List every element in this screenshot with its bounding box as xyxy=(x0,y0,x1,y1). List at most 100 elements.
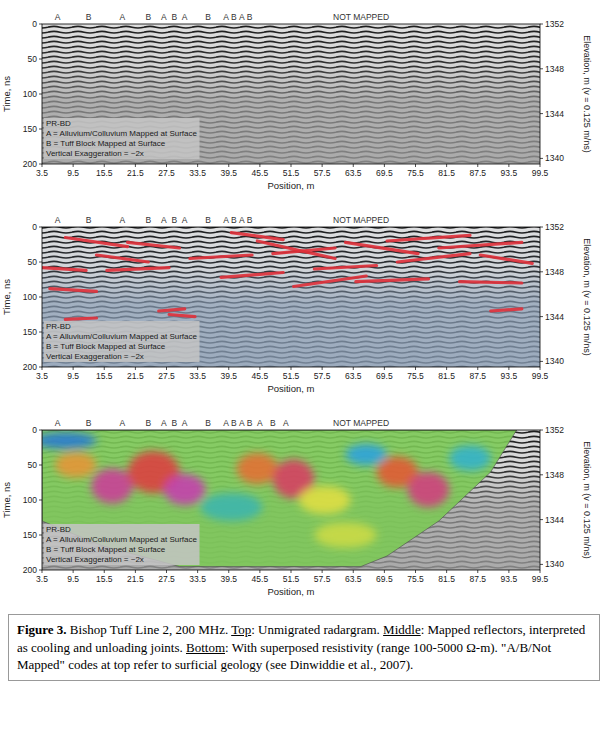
y-tick-label: 50 xyxy=(28,257,38,267)
surface-code: B xyxy=(231,12,237,22)
y-tick xyxy=(39,227,42,228)
x-tick-label: 99.5 xyxy=(532,574,549,584)
x-tick-label: 93.5 xyxy=(501,168,518,178)
x-tick xyxy=(540,570,541,573)
key-patch xyxy=(44,524,200,565)
reflector xyxy=(314,266,376,270)
resistivity-zone xyxy=(449,445,491,470)
y-tick-label: 150 xyxy=(23,327,37,337)
surface-code: A xyxy=(223,215,229,225)
reflector xyxy=(356,279,429,282)
plot-area xyxy=(42,227,540,367)
x-tick xyxy=(42,367,43,370)
x-tick-label: 87.5 xyxy=(469,168,486,178)
x-tick-label: 9.5 xyxy=(67,168,79,178)
surface-code: B xyxy=(247,418,253,428)
x-tick xyxy=(166,367,167,370)
x-tick-label: 39.5 xyxy=(220,574,237,584)
surface-code: A xyxy=(120,12,126,22)
figure: PR-BDA = Alluvium/Colluvium Mapped at Su… xyxy=(0,0,608,612)
x-tick-label: 33.5 xyxy=(189,574,206,584)
y-tick-label: 200 xyxy=(23,565,37,575)
x-tick xyxy=(135,570,136,573)
x-tick-label: 99.5 xyxy=(532,371,549,381)
y-tick xyxy=(39,164,42,165)
y-tick-label: 100 xyxy=(23,292,37,302)
x-tick xyxy=(228,367,229,370)
radargram-fade xyxy=(42,24,540,164)
y-axis-title: Time, ns xyxy=(1,279,12,315)
y2-tick-label: 1344 xyxy=(545,109,564,119)
resistivity-background xyxy=(42,430,540,570)
x-tick-label: 69.5 xyxy=(376,574,393,584)
y-tick xyxy=(39,465,42,466)
reflector xyxy=(221,273,283,278)
y2-tick xyxy=(540,564,543,565)
reflector xyxy=(480,255,532,263)
y-tick xyxy=(39,297,42,298)
surface-code: B xyxy=(270,418,276,428)
x-tick xyxy=(446,367,447,370)
x-tick-label: 57.5 xyxy=(314,574,331,584)
x-axis-title: Position, m xyxy=(268,180,315,191)
x-tick xyxy=(384,367,385,370)
x-tick xyxy=(166,570,167,573)
x-tick xyxy=(104,570,105,573)
x-tick-label: 3.5 xyxy=(36,371,48,381)
section-outline xyxy=(42,430,517,567)
x-tick xyxy=(259,367,260,370)
key-line: Vertical Exaggeration = ~2x xyxy=(46,149,144,158)
x-tick-label: 45.5 xyxy=(252,371,269,381)
x-tick xyxy=(477,367,478,370)
x-tick-label: 3.5 xyxy=(36,574,48,584)
y-tick-label: 100 xyxy=(23,89,37,99)
y2-tick xyxy=(540,430,543,431)
key: PR-BDA = Alluvium/Colluvium Mapped at Su… xyxy=(44,524,200,565)
surface-code: NOT MAPPED xyxy=(333,215,389,225)
surface-code: NOT MAPPED xyxy=(333,418,389,428)
y2-tick xyxy=(540,68,543,69)
y2-tick xyxy=(540,24,543,25)
x-tick-label: 27.5 xyxy=(158,574,175,584)
y2-tick xyxy=(540,113,543,114)
x-tick xyxy=(477,164,478,167)
y-tick-label: 200 xyxy=(23,159,37,169)
caption-underline: Bottom xyxy=(186,640,225,655)
resistivity-zone xyxy=(164,474,206,505)
x-tick xyxy=(42,570,43,573)
reflector xyxy=(50,289,97,292)
reflector xyxy=(346,242,419,253)
reflector xyxy=(159,309,185,311)
y-tick xyxy=(39,94,42,95)
x-tick xyxy=(508,570,509,573)
surface-code: A xyxy=(239,418,245,428)
surface-code: A xyxy=(120,215,126,225)
x-tick-label: 27.5 xyxy=(158,168,175,178)
resistivity-zone xyxy=(200,493,262,521)
y2-tick-label: 1352 xyxy=(545,19,564,29)
y2-tick-label: 1348 xyxy=(545,64,564,74)
x-tick-label: 33.5 xyxy=(189,168,206,178)
caption-plain: Bishop Tuff Line 2, 200 MHz. xyxy=(67,622,232,637)
x-tick-label: 9.5 xyxy=(67,371,79,381)
y-tick-label: 150 xyxy=(23,530,37,540)
key: PR-BDA = Alluvium/Colluvium Mapped at Su… xyxy=(44,321,200,362)
y2-tick xyxy=(540,316,543,317)
panel: PR-BDA = Alluvium/Colluvium Mapped at Su… xyxy=(1,215,592,394)
x-tick xyxy=(540,367,541,370)
resistivity-zone xyxy=(237,453,279,484)
x-tick xyxy=(291,164,292,167)
x-tick xyxy=(197,164,198,167)
x-tick xyxy=(291,570,292,573)
surface-code: B xyxy=(146,418,152,428)
surface-code: A xyxy=(161,418,167,428)
surface-code: A xyxy=(223,12,229,22)
x-tick xyxy=(166,164,167,167)
x-tick-label: 45.5 xyxy=(252,574,269,584)
x-tick xyxy=(104,164,105,167)
y2-tick xyxy=(540,519,543,520)
x-axis-title: Position, m xyxy=(268,383,315,394)
plot-frame xyxy=(42,227,540,367)
x-tick-label: 57.5 xyxy=(314,371,331,381)
surface-code: A xyxy=(55,12,61,22)
